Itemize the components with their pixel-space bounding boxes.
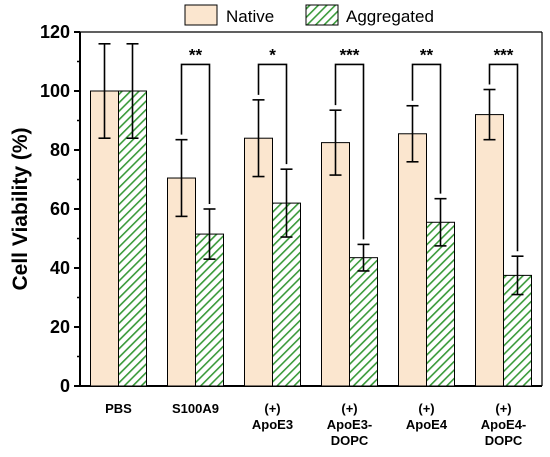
x-tick-label-1-0: S100A9	[172, 401, 219, 416]
bar-aggregated-4	[426, 221, 455, 387]
x-tick-label-2-0: (+)	[264, 401, 280, 416]
y-tick-label-80: 80	[50, 140, 70, 160]
x-tick-label-3-0: (+)	[341, 401, 357, 416]
bar-native-3	[321, 142, 350, 387]
x-tick-label-3-2: DOPC	[331, 433, 369, 448]
bar-native-2	[244, 137, 273, 387]
bar-native-4	[398, 133, 427, 387]
bar-aggregated-3	[349, 257, 378, 387]
significance-bracket-2	[257, 63, 288, 165]
significance-bracket-4	[411, 63, 442, 194]
significance-bracket-3	[334, 63, 365, 240]
legend: Native Aggregated	[184, 4, 434, 26]
y-tick-label-40: 40	[50, 258, 70, 278]
legend-swatch-native	[184, 4, 218, 26]
y-tick-label-20: 20	[50, 317, 70, 337]
x-tick-label-5-0: (+)	[495, 401, 511, 416]
x-tick-label-5-1: ApoE4-	[481, 417, 527, 432]
legend-label-aggregated: Aggregated	[346, 7, 434, 26]
y-tick-label-120: 120	[40, 22, 70, 42]
significance-label-5: ***	[494, 45, 514, 64]
significance-label-3: ***	[340, 45, 360, 64]
legend-label-native: Native	[226, 7, 274, 26]
x-tick-label-4-0: (+)	[418, 401, 434, 416]
y-tick-label-60: 60	[50, 199, 70, 219]
x-tick-label-3-1: ApoE3-	[327, 417, 373, 432]
significance-label-2: *	[269, 45, 276, 64]
y-tick-label-100: 100	[40, 81, 70, 101]
x-tick-label-2-1: ApoE3	[252, 417, 293, 432]
x-tick-label-4-1: ApoE4	[406, 417, 448, 432]
x-tick-label-5-2: DOPC	[485, 433, 523, 448]
y-tick-label-0: 0	[60, 376, 70, 396]
bar-native-5	[475, 114, 504, 387]
significance-bracket-5	[488, 63, 519, 252]
significance-label-4: **	[420, 45, 434, 64]
x-tick-label-0-0: PBS	[105, 401, 132, 416]
significance-bracket-1	[180, 63, 211, 204]
bar-native-0	[90, 90, 119, 387]
y-axis-title: Cell Viability (%)	[9, 128, 32, 291]
legend-swatch-aggregated	[305, 4, 339, 26]
significance-label-1: **	[189, 45, 203, 64]
bar-aggregated-0	[118, 90, 147, 387]
